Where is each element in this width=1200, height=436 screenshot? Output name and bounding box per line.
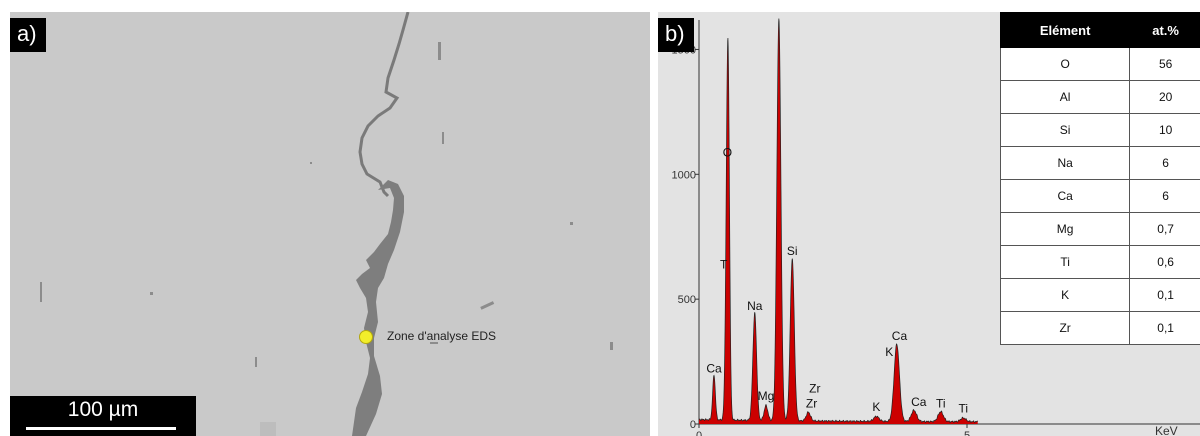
table-row: Mg 0,7 xyxy=(999,212,1200,246)
element-cell: Na xyxy=(999,146,1131,180)
peak-label: Zr xyxy=(809,381,820,395)
element-cell: Mg xyxy=(999,212,1131,246)
panel-b-label: b) xyxy=(658,18,694,52)
peak-label: Ca xyxy=(706,361,722,375)
sem-image xyxy=(40,12,613,436)
spectrum-series xyxy=(698,18,979,424)
peak-label: K xyxy=(872,400,880,414)
table-row: K 0,1 xyxy=(999,278,1200,312)
table-row: O 56 xyxy=(999,47,1200,81)
peak-label: Ti xyxy=(958,401,968,415)
peak-label: K xyxy=(885,345,893,359)
peak-label: Ca xyxy=(892,329,908,343)
scale-bar: 100 µm xyxy=(10,396,196,436)
x-tick-label: 0 xyxy=(696,430,702,436)
crack-upper xyxy=(358,12,410,198)
spectrum-outline xyxy=(698,18,979,424)
peak-label: Ti xyxy=(936,396,946,410)
panel-a-label: a) xyxy=(10,18,46,52)
table-row: Ti 0,6 xyxy=(999,245,1200,279)
composition-table: Elément at.% O 56 Al 20 Si 10 Na 6 Ca 6 Mg 0,7 Ti 0,6 K… xyxy=(999,12,1200,345)
element-cell: O xyxy=(999,47,1131,81)
inclusions xyxy=(40,42,613,436)
peak-label: T xyxy=(720,258,728,272)
spectrum-fill xyxy=(699,18,978,424)
element-cell: Si xyxy=(999,113,1131,147)
peak-label: Zr xyxy=(806,396,817,410)
percent-cell: 20 xyxy=(1129,80,1200,114)
peak-label: O xyxy=(723,145,732,159)
scale-bar-line xyxy=(26,427,176,430)
x-tick-label: 5 xyxy=(964,430,970,436)
scale-bar-text: 100 µm xyxy=(67,398,139,421)
eds-analysis-point xyxy=(359,330,373,344)
percent-cell: 56 xyxy=(1129,47,1200,81)
composition-table-body: O 56 Al 20 Si 10 Na 6 Ca 6 Mg 0,7 Ti 0,6 K 0,1 Zr 0,1 xyxy=(999,47,1200,345)
table-row: Na 6 xyxy=(999,146,1200,180)
percent-cell: 0,1 xyxy=(1129,278,1200,312)
peak-label: Si xyxy=(787,244,798,258)
element-cell: Zr xyxy=(999,311,1131,345)
crack-lower xyxy=(352,180,404,436)
peak-labels: AlOTSiNaCaMgZrZrKKCaCaTiTi xyxy=(706,145,968,415)
table-row: Si 10 xyxy=(999,113,1200,147)
header-element: Elément xyxy=(999,12,1131,48)
percent-cell: 0,7 xyxy=(1129,212,1200,246)
peak-label: Ca xyxy=(911,395,927,409)
percent-cell: 0,6 xyxy=(1129,245,1200,279)
composition-table-header: Elément at.% xyxy=(999,12,1200,48)
table-row: Al 20 xyxy=(999,80,1200,114)
element-cell: Al xyxy=(999,80,1131,114)
eds-spectrum-panel: 05001000150005KeV AlOTSiNaCaMgZrZrKKCaCa… xyxy=(658,12,1200,436)
peak-label: Na xyxy=(747,299,763,313)
table-row: Ca 6 xyxy=(999,179,1200,213)
table-row: Zr 0,1 xyxy=(999,311,1200,345)
header-at-percent: at.% xyxy=(1129,12,1200,48)
peak-label: Mg xyxy=(758,389,775,403)
element-cell: Ti xyxy=(999,245,1131,279)
y-tick-label: 0 xyxy=(690,419,696,431)
percent-cell: 0,1 xyxy=(1129,311,1200,345)
y-tick-label: 1000 xyxy=(672,169,696,181)
y-tick-label: 500 xyxy=(678,294,696,306)
eds-zone-label: Zone d'analyse EDS xyxy=(387,329,497,343)
element-cell: K xyxy=(999,278,1131,312)
percent-cell: 10 xyxy=(1129,113,1200,147)
element-cell: Ca xyxy=(999,179,1131,213)
sem-micrograph-panel: a) Zone d'analyse EDS 100 µm xyxy=(10,12,650,436)
percent-cell: 6 xyxy=(1129,179,1200,213)
x-axis-label: KeV xyxy=(1155,424,1178,436)
percent-cell: 6 xyxy=(1129,146,1200,180)
